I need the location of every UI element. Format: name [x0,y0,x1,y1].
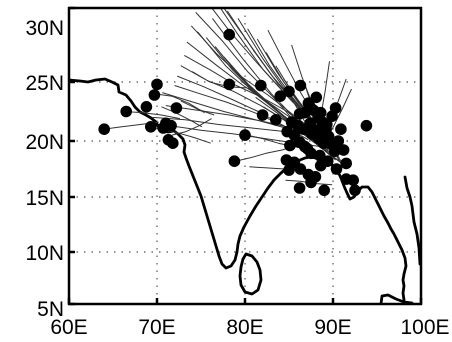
y-axis-labels: 5N 10N 15N 20N 25N 30N [25,17,64,321]
genesis-point [340,157,353,170]
genesis-point [284,139,296,152]
y-tick-label: 5N [37,298,64,321]
x-tick-label: 60E [50,316,87,339]
genesis-point [170,102,183,114]
genesis-point [321,118,333,131]
x-tick-label: 100E [400,316,449,339]
genesis-point [349,184,361,197]
genesis-point [148,89,161,101]
genesis-point [329,102,342,114]
genesis-point [223,28,235,41]
genesis-point [120,105,132,118]
genesis-point [330,163,343,175]
genesis-point [347,174,360,186]
genesis-point [254,79,267,92]
genesis-point [283,164,295,176]
cyclone-track [180,100,215,116]
genesis-point [304,117,316,130]
genesis-point [239,129,251,141]
cyclone-track [191,71,246,89]
genesis-point [145,121,157,133]
y-tick-label: 20N [25,131,64,154]
genesis-point [167,137,179,149]
grid-lines [69,8,421,304]
genesis-point [318,184,331,197]
genesis-point [314,106,327,119]
genesis-point [318,129,331,141]
genesis-point [310,91,323,104]
genesis-point [98,123,110,135]
y-tick-label: 25N [25,72,64,95]
genesis-point [165,119,177,132]
genesis-point [301,143,314,155]
genesis-point [151,78,163,91]
genesis-point [314,159,327,172]
genesis-point [140,101,153,113]
genesis-point [314,149,326,162]
genesis-point [302,97,315,109]
genesis-point [305,176,317,189]
cyclone-track [154,93,205,114]
y-tick-label: 10N [25,242,64,265]
x-tick-label: 70E [138,316,175,339]
genesis-point [283,85,295,98]
y-tick-label: 30N [25,17,64,40]
x-tick-label: 90E [314,316,351,339]
coastline [69,77,421,304]
genesis-point [329,145,341,157]
cyclone-track [171,118,212,136]
coastline-sri-lanka [238,252,263,296]
cyclone-track [124,111,180,120]
genesis-point [293,182,306,194]
genesis-point [294,79,307,92]
coastline-myanmar-peninsula [403,175,421,266]
x-tick-label: 80E [226,316,263,339]
x-axis-labels: 60E 70E 80E 90E 100E [50,316,449,339]
genesis-point [256,109,269,121]
cyclone-track [161,106,203,128]
genesis-point [337,144,350,156]
coastline-asia-mainland [69,77,408,302]
genesis-point [270,114,282,126]
genesis-point [360,119,373,132]
genesis-point [228,155,241,167]
plot-background [69,8,421,304]
y-tick-label: 15N [25,187,64,210]
genesis-point [332,135,345,147]
genesis-point [292,119,304,132]
genesis-point [223,78,235,91]
genesis-points [98,28,373,197]
cyclone-track [159,128,211,144]
genesis-point [281,125,294,138]
genesis-point [335,123,347,135]
coastline-sumatra-tip [379,293,414,304]
genesis-point [274,90,287,102]
plot-frame [67,6,423,306]
